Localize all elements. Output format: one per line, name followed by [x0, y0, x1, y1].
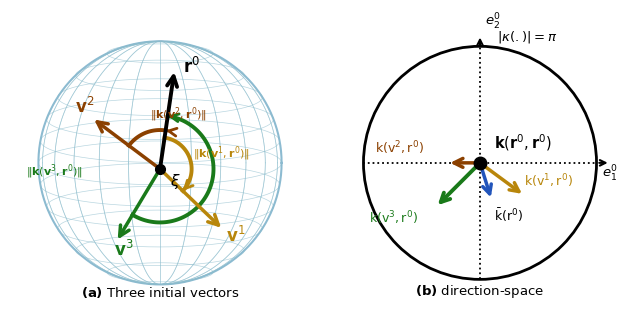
Text: $\|\mathbf{k}(\mathbf{v}^3,\mathbf{r}^0)\|$: $\|\mathbf{k}(\mathbf{v}^3,\mathbf{r}^0)…	[26, 162, 83, 181]
Text: $\|\mathbf{k}(\mathbf{v}^2,\mathbf{r}^0)\|$: $\|\mathbf{k}(\mathbf{v}^2,\mathbf{r}^0)…	[150, 105, 207, 124]
Text: $\mathbf{k}(\mathbf{r}^0,\mathbf{r}^0)$: $\mathbf{k}(\mathbf{r}^0,\mathbf{r}^0)$	[494, 133, 552, 153]
Text: $\xi$: $\xi$	[170, 172, 180, 191]
Text: $|\kappa(.)| = \pi$: $|\kappa(.)| = \pi$	[497, 29, 558, 45]
Text: $\mathrm{k}(\mathrm{v}^1,\mathrm{r}^0)$: $\mathrm{k}(\mathrm{v}^1,\mathrm{r}^0)$	[524, 172, 573, 190]
Text: $e^0_1$: $e^0_1$	[602, 164, 618, 184]
Text: $\mathbf{(a)}$ Three initial vectors: $\mathbf{(a)}$ Three initial vectors	[81, 285, 239, 300]
Text: $\mathbf{(b)}$ direction-space: $\mathbf{(b)}$ direction-space	[415, 283, 545, 300]
Text: $\|\mathbf{k}(\mathbf{v}^1,\mathbf{r}^0)\|$: $\|\mathbf{k}(\mathbf{v}^1,\mathbf{r}^0)…	[193, 144, 250, 163]
Text: $\mathbf{v}^1$: $\mathbf{v}^1$	[226, 226, 245, 246]
Circle shape	[364, 46, 596, 279]
Text: $e^0_2$: $e^0_2$	[484, 12, 500, 32]
Text: $\mathrm{k}(\mathrm{v}^2,\mathrm{r}^0)$: $\mathrm{k}(\mathrm{v}^2,\mathrm{r}^0)$	[375, 139, 424, 157]
Text: $\mathbf{r}^0$: $\mathbf{r}^0$	[183, 57, 200, 77]
Text: $\mathbf{v}^2$: $\mathbf{v}^2$	[75, 97, 94, 117]
Text: $\mathrm{k}(\mathrm{v}^3,\mathrm{r}^0)$: $\mathrm{k}(\mathrm{v}^3,\mathrm{r}^0)$	[369, 210, 419, 227]
Text: $\mathbf{v}^3$: $\mathbf{v}^3$	[114, 240, 133, 261]
Text: $\bar{\mathrm{k}}(\mathrm{r}^0)$: $\bar{\mathrm{k}}(\mathrm{r}^0)$	[494, 207, 523, 224]
